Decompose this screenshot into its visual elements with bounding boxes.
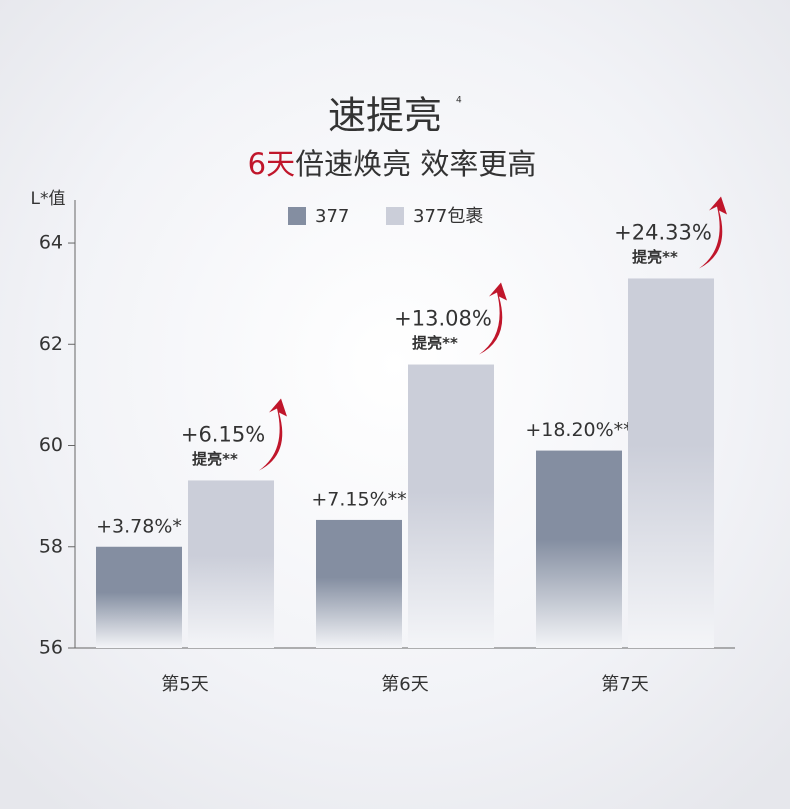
change-label: +3.78%* [96,515,182,537]
y-tick-label: 56 [39,637,63,659]
x-tick-label: 第5天 [161,674,208,695]
subtitle-text: 倍速焕亮 效率更高 [295,147,536,181]
bar [188,480,274,648]
subtitle: 6天倍速焕亮 效率更高 [248,147,537,181]
arrow [699,196,727,269]
bar [628,278,714,648]
chart-title: 速提亮 [328,94,442,138]
y-tick-label: 62 [39,333,63,355]
y-tick-label: 64 [39,232,63,254]
change-note: 提亮** [632,248,678,266]
arrow [259,398,287,471]
y-tick-label: 58 [39,535,63,557]
change-label: +24.33% [614,220,712,244]
legend-swatch [386,207,404,225]
change-note: 提亮** [192,450,238,468]
change-label: +6.15% [181,422,265,446]
bar [408,364,494,648]
change-label: +18.20%** [525,419,632,441]
legend-label: 377 [315,206,349,227]
change-note: 提亮** [412,334,458,352]
x-tick-label: 第7天 [601,674,648,695]
bar [536,450,622,648]
y-axis-label: L*值 [31,189,66,209]
bar [96,546,182,648]
change-label: +7.15%** [311,488,406,510]
change-label: +13.08% [394,307,492,331]
x-tick-label: 第6天 [381,674,428,695]
title-note: 4 [456,96,462,106]
subtitle-highlight: 6天 [248,147,295,181]
arrow [479,282,507,355]
y-tick-label: 60 [39,434,63,456]
legend-label: 377包裹 [413,206,483,227]
bar [316,519,402,648]
legend-swatch [288,207,306,225]
